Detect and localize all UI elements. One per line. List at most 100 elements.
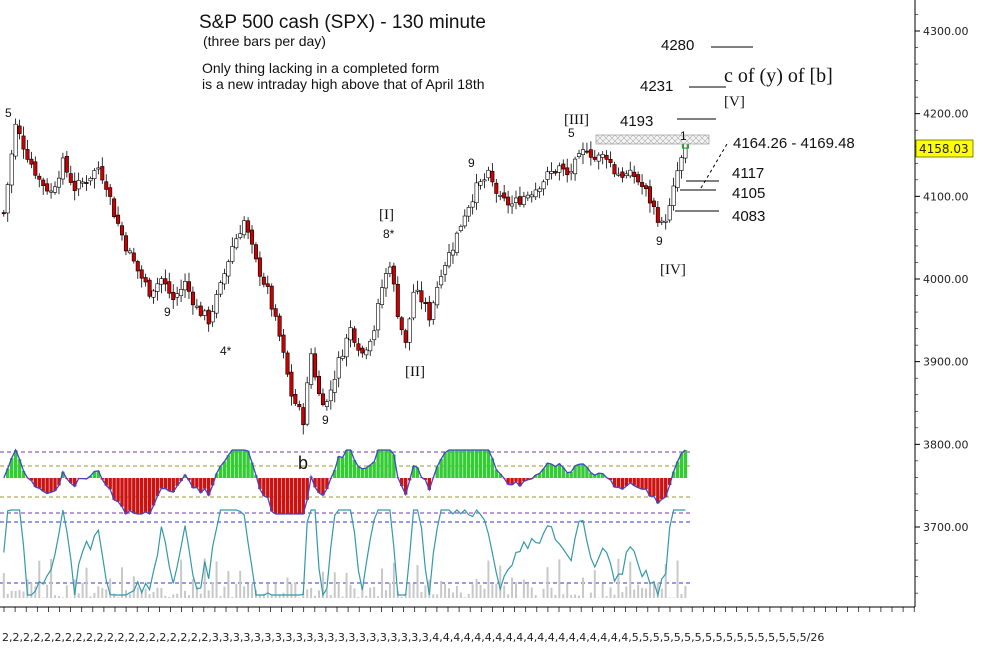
candle-body [553, 171, 558, 174]
count-label-5-top: 5 [568, 126, 575, 140]
candle-body [486, 169, 491, 179]
candle-body [171, 291, 176, 300]
candle-body [108, 187, 113, 197]
price-tick-label: 3700.00 [923, 521, 969, 534]
candle-body [147, 279, 152, 297]
candle-body [352, 328, 357, 343]
candle-body [206, 309, 211, 325]
count-label-5-left: 5 [5, 106, 12, 120]
candle-body [250, 229, 255, 245]
candle-body [5, 184, 10, 214]
level-label-4193: 4193 [620, 113, 653, 130]
candle-body [667, 205, 672, 221]
candle-body [45, 183, 50, 192]
candle-body [620, 171, 625, 178]
candle-body [309, 353, 314, 385]
candle-body [190, 291, 195, 306]
axes [0, 0, 916, 608]
candle-body [616, 173, 621, 176]
candle-body [557, 165, 562, 173]
candle-body [435, 286, 440, 306]
candle-body [655, 207, 660, 223]
candle-body [332, 378, 337, 393]
candle-body [431, 302, 436, 320]
candle-body [584, 150, 589, 153]
candle-body [387, 266, 392, 274]
candle-body [186, 281, 191, 292]
note-line-2: is a new intraday high above that of Apr… [202, 76, 485, 92]
candle-body [596, 154, 601, 162]
candle-body [41, 179, 46, 186]
candle-body [376, 303, 381, 331]
candle-body [671, 185, 676, 206]
candle-body [447, 252, 452, 267]
candle-body [675, 170, 680, 188]
candle-body [482, 179, 487, 182]
candle-body [269, 285, 274, 310]
candle-body [592, 156, 597, 160]
price-tick-group: 4300.00 4200.00 4100.00 4000.00 3900.00 3800.… [915, 14, 969, 594]
candle-body [202, 310, 207, 316]
candle-body [9, 153, 14, 186]
candle-body [439, 276, 444, 286]
candle-body [120, 225, 125, 236]
candle-body [13, 123, 18, 157]
candle-body [545, 171, 550, 180]
level-label-4231: 4231 [640, 78, 673, 95]
wave-label-v: [V] [724, 94, 745, 110]
candle-body [53, 186, 58, 193]
current-price-box [915, 139, 974, 158]
candle-body [360, 347, 365, 354]
candle-body [513, 197, 518, 203]
candle-body [21, 135, 26, 150]
candle-body [470, 201, 475, 208]
candle-body [257, 257, 262, 277]
candle-body [644, 185, 649, 190]
candle-body [313, 353, 318, 378]
candle-body [116, 214, 121, 224]
candle-body [549, 171, 554, 174]
candle-body [301, 407, 306, 426]
candle-body [100, 166, 105, 181]
candle-body [407, 318, 412, 343]
count-label-9-c: 9 [656, 234, 663, 248]
candle-body [293, 394, 298, 404]
candle-body [443, 265, 448, 275]
projection-line [700, 143, 728, 189]
candle-body [25, 149, 30, 160]
candle-body [336, 357, 341, 379]
candle-body [383, 273, 388, 289]
candle-body [230, 246, 235, 262]
candle-body [56, 177, 61, 188]
candle-body [273, 308, 278, 317]
candle-body [521, 196, 526, 205]
candle-body [104, 181, 109, 190]
candle-body [151, 290, 156, 298]
price-tick-label: 4200.00 [923, 108, 969, 121]
candle-body [33, 161, 38, 176]
candle-body [364, 349, 369, 356]
candle-body [403, 330, 408, 343]
candle-body [561, 163, 566, 170]
candle-body [281, 334, 286, 353]
wave-label-c-of-y-of-b: c of (y) of [b] [724, 65, 833, 87]
candle-body [92, 170, 97, 179]
zone-label: 4164.26 - 4169.48 [733, 135, 855, 152]
wave-label-ii: [II] [405, 364, 425, 380]
candle-body [297, 404, 302, 408]
candle-body [663, 220, 668, 223]
candle-body [399, 317, 404, 331]
date-tick-group [3, 607, 915, 612]
candle-body [651, 200, 656, 207]
candle-body [139, 269, 144, 279]
candle-body [246, 220, 251, 233]
candle-body [466, 207, 471, 217]
candle-body [80, 181, 85, 184]
candle-body [604, 155, 609, 160]
candle-body [17, 125, 22, 135]
candle-body [348, 327, 353, 341]
candle-body [506, 196, 511, 206]
candle-body [183, 281, 188, 291]
candle-body [198, 305, 203, 316]
candle-body [60, 157, 65, 180]
